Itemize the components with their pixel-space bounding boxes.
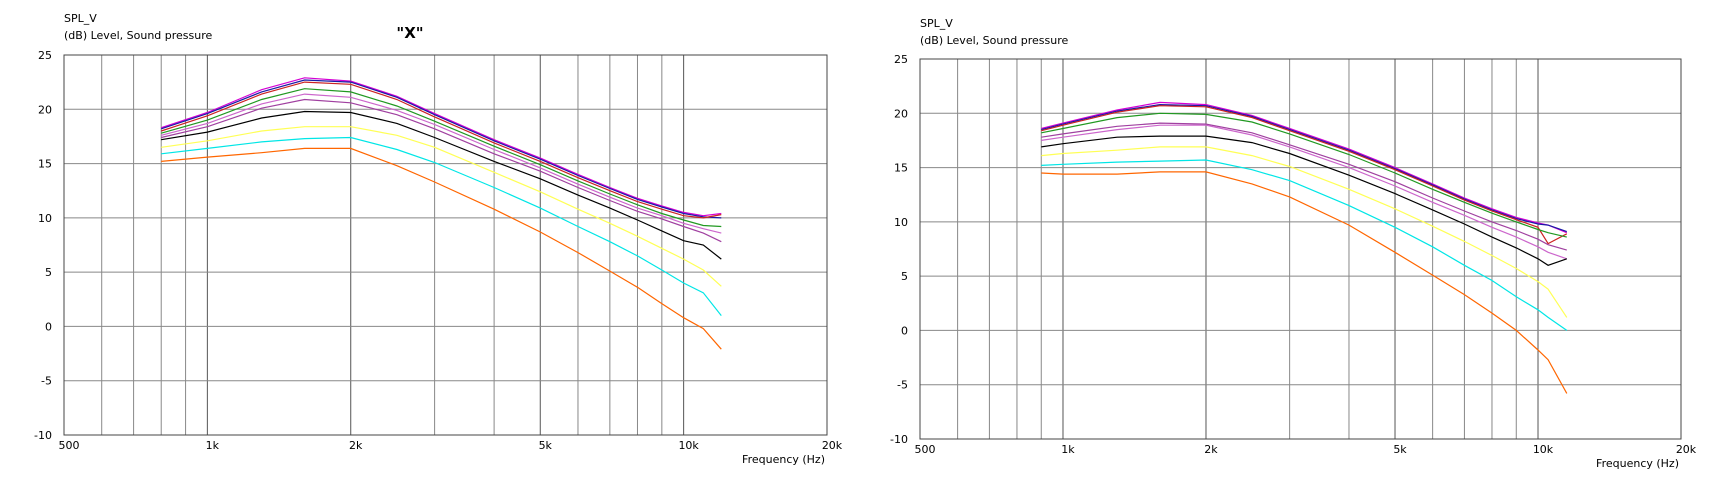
series-line-10 [161, 147, 722, 350]
x-axis-ticks: 500 1k 2k 5k 10k 20k [59, 439, 843, 452]
x-tick-label: 1k [206, 439, 220, 452]
series-group [161, 77, 722, 350]
y-tick-label: 25 [894, 53, 908, 66]
series-line-9 [1041, 159, 1568, 331]
series-line-2 [161, 79, 722, 219]
spl-chart-left: SPL_V (dB) Level, Sound pressure "X" Fre… [0, 0, 856, 491]
x-tick-label: 500 [59, 439, 80, 452]
y-tick-label: -10 [34, 429, 52, 442]
chart-title: "X" [396, 24, 423, 42]
x-axis-label: Frequency (Hz) [1596, 457, 1679, 470]
header-line1: SPL_V [64, 12, 97, 25]
x-tick-label: 10k [1533, 443, 1554, 456]
y-tick-label: 5 [901, 270, 908, 283]
series-line-6 [1041, 124, 1567, 260]
y-tick-label: 20 [38, 103, 52, 116]
x-tick-label: 2k [349, 439, 363, 452]
series-line-5 [161, 98, 722, 243]
series-line-1 [161, 77, 722, 217]
y-axis-ticks: 25 20 15 10 5 0 -5 -10 [890, 53, 908, 446]
series-line-8 [1041, 146, 1568, 318]
spl-chart-right-svg: SPL_V (dB) Level, Sound pressure Frequen… [890, 17, 1697, 470]
y-tick-label: -5 [41, 375, 52, 388]
y-tick-label: 25 [38, 49, 52, 62]
y-tick-label: 15 [38, 158, 52, 171]
series-line-5 [1041, 122, 1567, 251]
series-line-3 [161, 81, 722, 219]
y-tick-label: -10 [890, 433, 908, 446]
spl-chart-left-svg: SPL_V (dB) Level, Sound pressure "X" Fre… [34, 12, 843, 466]
y-tick-label: -5 [897, 379, 908, 392]
series-line-7 [161, 110, 722, 260]
header-line1: SPL_V [920, 17, 953, 30]
x-tick-label: 20k [1676, 443, 1697, 456]
y-tick-label: 0 [901, 324, 908, 337]
header-line2: (dB) Level, Sound pressure [64, 29, 213, 42]
spl-chart-right: SPL_V (dB) Level, Sound pressure Frequen… [856, 0, 1713, 491]
y-tick-label: 10 [894, 216, 908, 229]
x-tick-label: 10k [678, 439, 699, 452]
series-line-8 [161, 126, 722, 287]
y-tick-label: 10 [38, 212, 52, 225]
header-line2: (dB) Level, Sound pressure [920, 34, 1069, 47]
y-tick-label: 0 [45, 320, 52, 333]
y-tick-label: 20 [894, 107, 908, 120]
y-tick-label: 15 [894, 162, 908, 175]
x-tick-label: 5k [539, 439, 553, 452]
x-axis-ticks: 500 1k 2k 5k 10k 20k [915, 443, 1697, 456]
x-tick-label: 20k [822, 439, 843, 452]
x-axis-label: Frequency (Hz) [742, 453, 825, 466]
plot-frame [63, 54, 828, 436]
y-axis-ticks: 25 20 15 10 5 0 -5 -10 [34, 49, 52, 442]
series-line-4 [161, 88, 722, 228]
x-tick-label: 2k [1204, 443, 1218, 456]
series-line-1 [1041, 101, 1568, 234]
grid [919, 58, 1682, 440]
series-line-6 [161, 93, 722, 234]
series-line-2 [1041, 103, 1567, 233]
plot-frame [919, 58, 1682, 440]
series-group [1041, 101, 1568, 394]
y-tick-label: 5 [45, 266, 52, 279]
x-tick-label: 1k [1061, 443, 1075, 456]
x-tick-label: 500 [915, 443, 936, 456]
grid [63, 54, 828, 436]
series-line-4 [1041, 112, 1567, 238]
series-line-10 [1041, 171, 1568, 394]
x-tick-label: 5k [1393, 443, 1407, 456]
series-line-7 [1041, 135, 1567, 266]
series-line-9 [161, 136, 722, 316]
series-line-3 [1041, 105, 1568, 245]
